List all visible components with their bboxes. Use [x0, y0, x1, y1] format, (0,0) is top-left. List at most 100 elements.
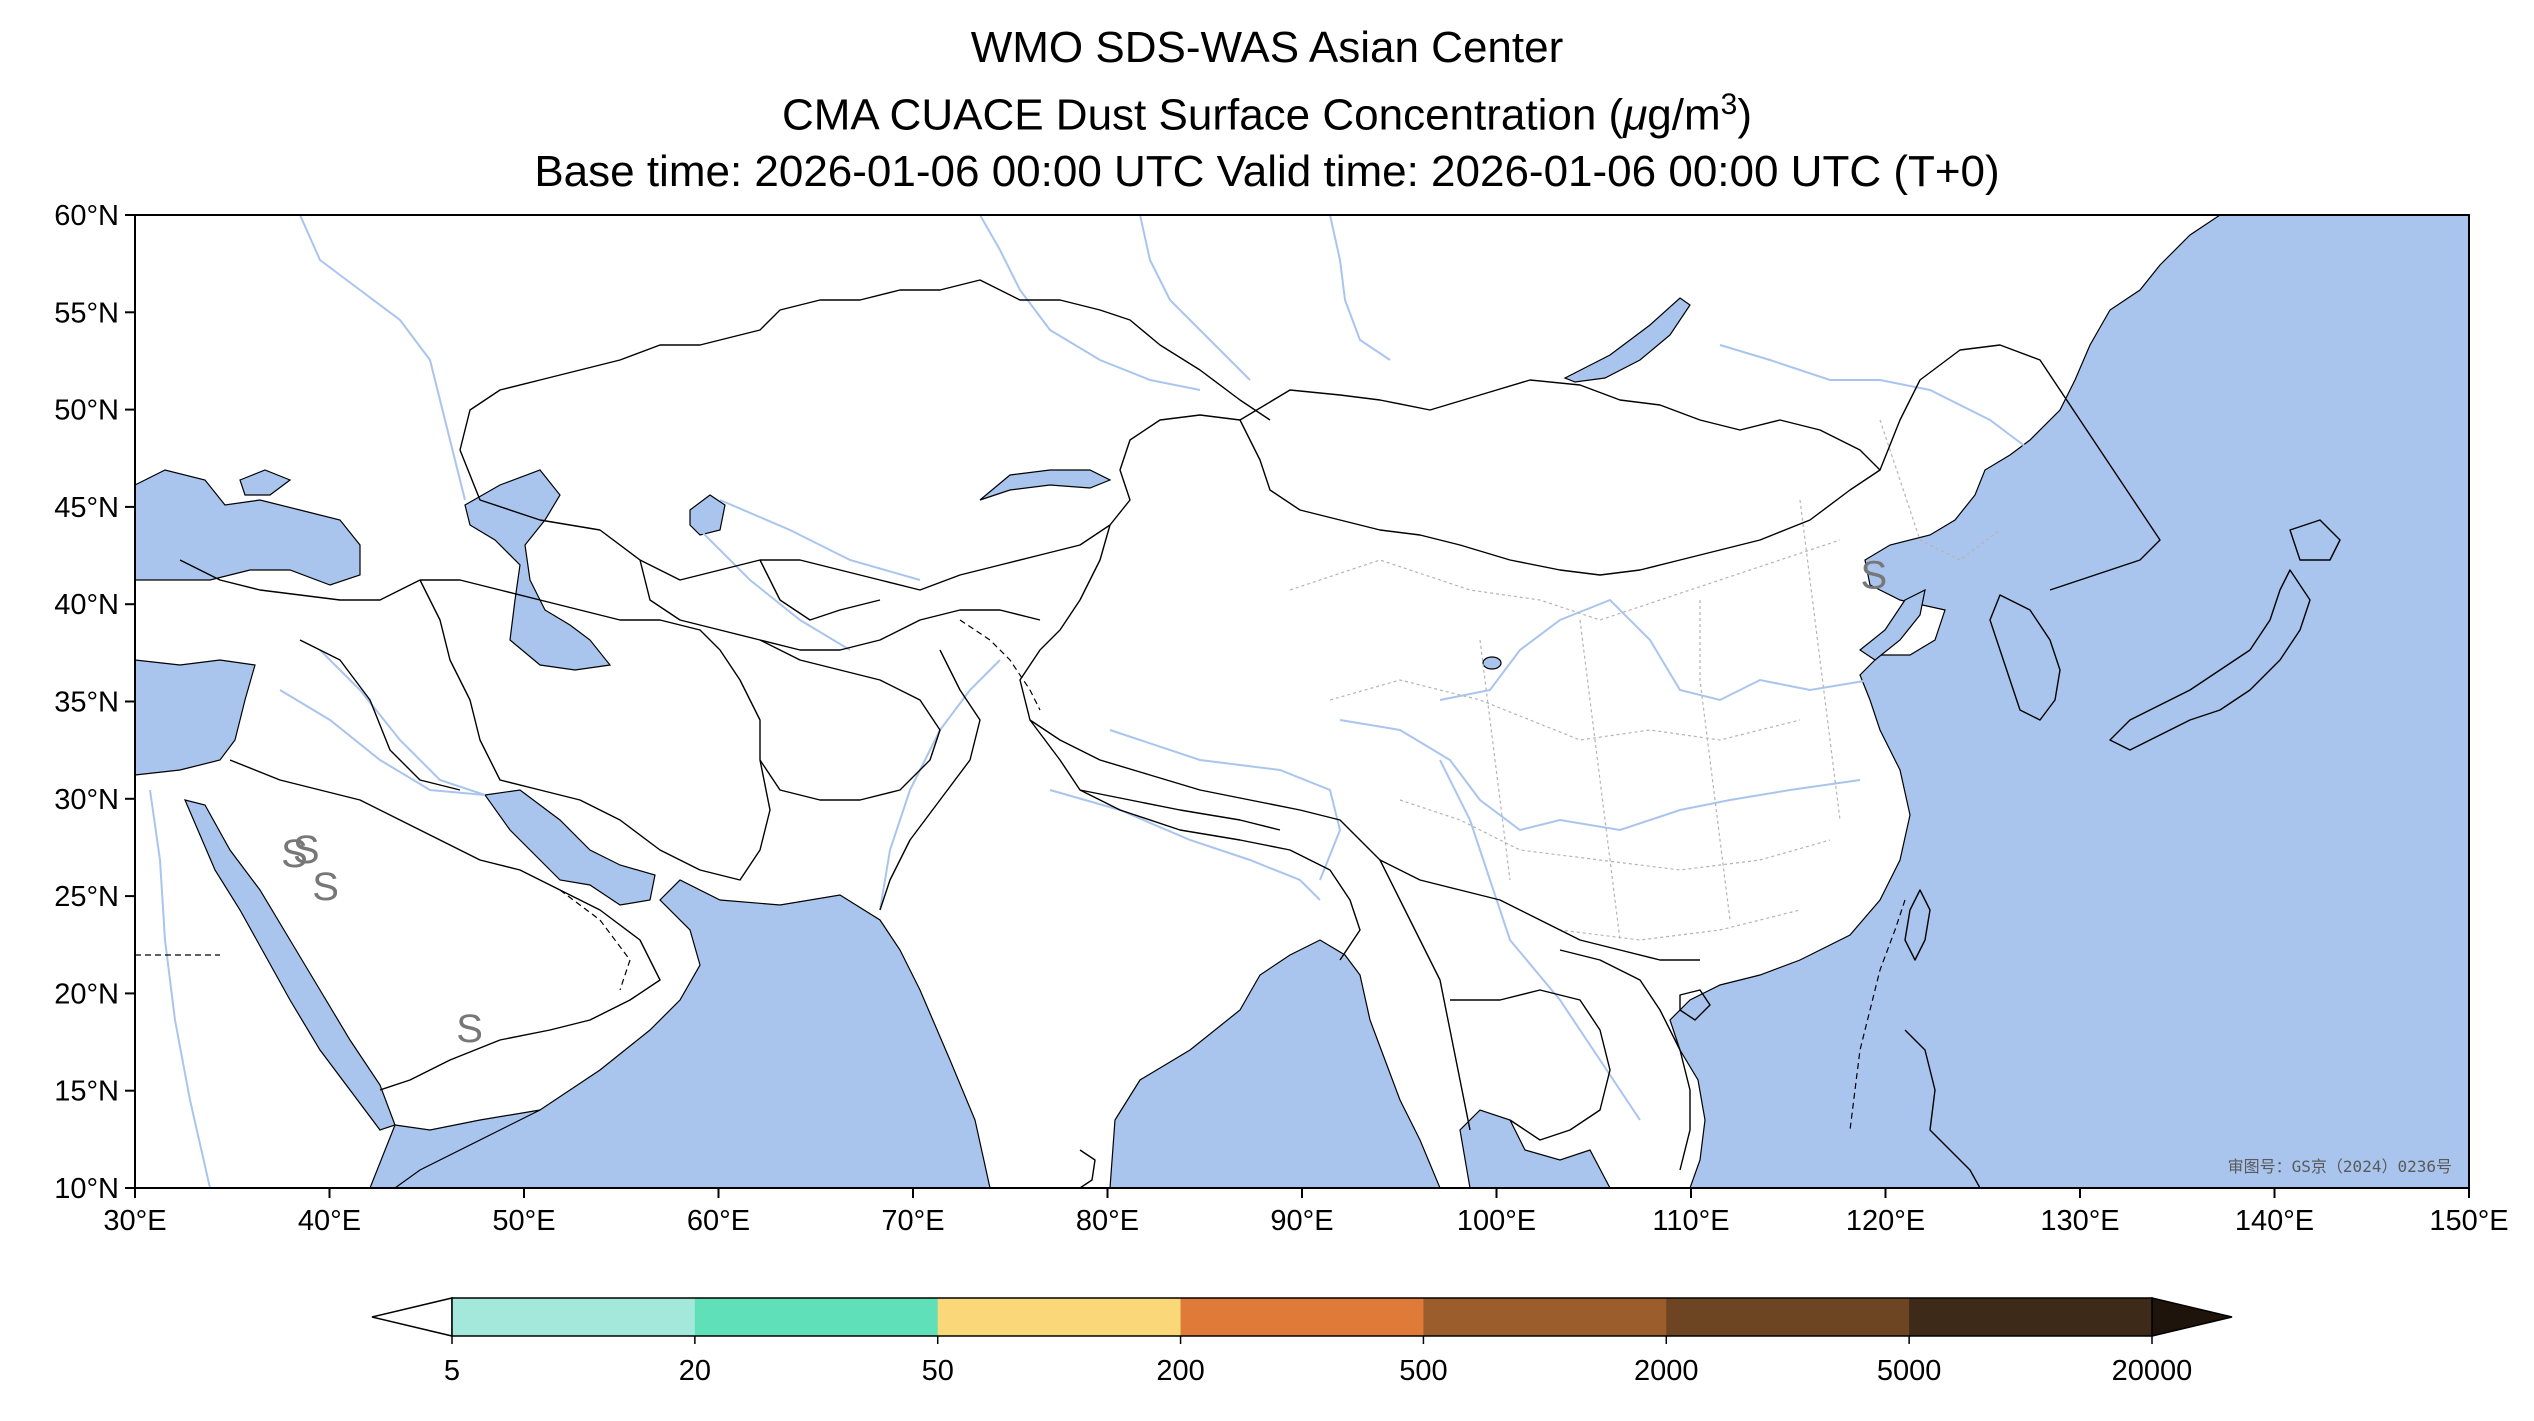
lat-tick-label: 25°N: [54, 881, 119, 913]
taiwan-coast: [1904, 889, 1931, 961]
irtysh-river: [979, 215, 1201, 391]
lon-tick-label: 100°E: [1457, 1205, 1536, 1237]
lat-tick-label: 30°N: [54, 784, 119, 816]
iraq-border: [299, 639, 461, 791]
colorbar-label: 5: [444, 1355, 460, 1387]
mekong-river: [1439, 759, 1641, 1121]
lat-tick-label: 45°N: [54, 492, 119, 524]
brahmaputra-river: [1109, 729, 1342, 881]
lat-tick-label: 20°N: [54, 978, 119, 1010]
province-line: [1479, 639, 1511, 881]
lake-balkhash: [979, 469, 1112, 501]
lat-tick-label: 40°N: [54, 589, 119, 621]
colorbar-label: 20: [679, 1355, 711, 1387]
colorbar-label: 20000: [2112, 1355, 2193, 1387]
country-borders: [179, 279, 2341, 1188]
korea-border: [1989, 594, 2061, 721]
russia-kazakhstan-border: [459, 279, 1271, 451]
colorbar-extend-min: [371, 1297, 453, 1337]
lat-tick-label: 50°N: [54, 395, 119, 427]
pakistan-border: [879, 649, 981, 911]
colorbar-segment: [1666, 1298, 1910, 1336]
dust-marker: S: [1860, 554, 1887, 598]
amu-darya: [699, 529, 851, 651]
dust-marker: S: [312, 865, 339, 909]
china-northeast-border: [1879, 344, 2161, 591]
dust-marker: S: [456, 1007, 483, 1051]
colorbar-label: 5000: [1877, 1355, 1942, 1387]
india-nepal-border: [1079, 789, 1281, 831]
caspian-sea: [464, 469, 612, 671]
thailand-border: [1450, 989, 1611, 1141]
sea-of-azov: [239, 469, 292, 496]
colorbar-label: 2000: [1634, 1355, 1699, 1387]
lake-baikal: [1563, 297, 1691, 383]
lon-tick-label: 80°E: [1076, 1205, 1139, 1237]
volga-river: [299, 215, 466, 501]
bay-of-bengal: [1109, 939, 1441, 1188]
lon-tick-label: 140°E: [2235, 1205, 2314, 1237]
chart-title: WMO SDS-WAS Asian Center: [970, 23, 1564, 72]
india-border: [1029, 719, 1361, 961]
colorbar-label: 500: [1399, 1355, 1447, 1387]
lat-tick-label: 15°N: [54, 1076, 119, 1108]
central-asia-border: [639, 559, 1041, 651]
mediterranean-sea: [135, 659, 256, 776]
kazakhstan-border: [459, 414, 1241, 591]
province-line: [1329, 679, 1801, 741]
turkey-border: [179, 559, 421, 601]
lon-tick-label: 30°E: [103, 1205, 166, 1237]
tigris-river: [319, 649, 486, 796]
saudi-border: [229, 759, 661, 1091]
japan-coast: [2109, 569, 2311, 751]
kashmir-dashed-border: [959, 619, 1041, 711]
colorbar-segment: [1180, 1298, 1424, 1336]
lat-tick-label: 10°N: [54, 1173, 119, 1205]
approval-stamp: 审图号：GS京（2024）0236号: [2228, 1157, 2452, 1176]
vietnam-border: [1559, 949, 1691, 1171]
yangtze-river: [1339, 719, 1861, 832]
province-line: [1289, 539, 1841, 621]
colorbar: 5 20 50 200 500 2000 5000 20000: [371, 1297, 2233, 1387]
colorbar-segment: [1423, 1298, 1667, 1336]
longitude-axis: 30°E 40°E 50°E 60°E 70°E 80°E 90°E 100°E 110°E 12…: [103, 1188, 2509, 1237]
arabian-sea: [389, 879, 991, 1188]
lon-tick-label: 130°E: [2040, 1205, 2119, 1237]
colorbar-segment: [694, 1298, 939, 1336]
chart-subtitle: CMA CUACE Dust Surface Concentration (μg…: [781, 88, 1752, 140]
syr-darya: [719, 499, 921, 581]
black-sea: [135, 469, 361, 586]
colorbar-label: 200: [1156, 1355, 1204, 1387]
lon-tick-label: 110°E: [1652, 1205, 1729, 1237]
time-info: Base time: 2026-01-06 00:00 UTC Valid ti…: [534, 147, 2000, 196]
colorbar-label: 50: [922, 1355, 954, 1387]
philippines-coast: [1904, 1029, 1981, 1188]
province-line: [1879, 419, 2001, 561]
lat-tick-label: 55°N: [54, 297, 119, 329]
lat-tick-label: 35°N: [54, 687, 119, 719]
mongolia-border: [1239, 379, 1881, 576]
lon-tick-label: 50°E: [492, 1205, 555, 1237]
water-bodies: [135, 215, 2469, 1188]
sri-lanka-coast: [1079, 1149, 1096, 1188]
nile-river: [149, 789, 211, 1188]
province-line: [1399, 799, 1831, 871]
persian-gulf: [483, 789, 656, 906]
colorbar-segment: [1909, 1298, 2153, 1336]
south-china-sea-dashed-line: [1849, 899, 1906, 1131]
china-west-border: [1019, 524, 1700, 961]
euphrates-river: [279, 689, 486, 796]
lon-tick-label: 150°E: [2429, 1205, 2508, 1237]
pacific-ocean: [1669, 215, 2469, 1188]
lon-tick-label: 120°E: [1846, 1205, 1925, 1237]
afghanistan-border: [759, 639, 941, 801]
lat-tick-label: 60°N: [54, 200, 119, 232]
myanmar-border: [1379, 859, 1471, 1131]
qinghai-lake: [1482, 656, 1502, 670]
lon-tick-label: 90°E: [1270, 1205, 1333, 1237]
latitude-axis: 10°N 15°N 20°N 25°N 30°N 35°N 40°N 45°N 50°N 55°N…: [54, 200, 135, 1205]
hainan-coast: [1679, 989, 1711, 1021]
